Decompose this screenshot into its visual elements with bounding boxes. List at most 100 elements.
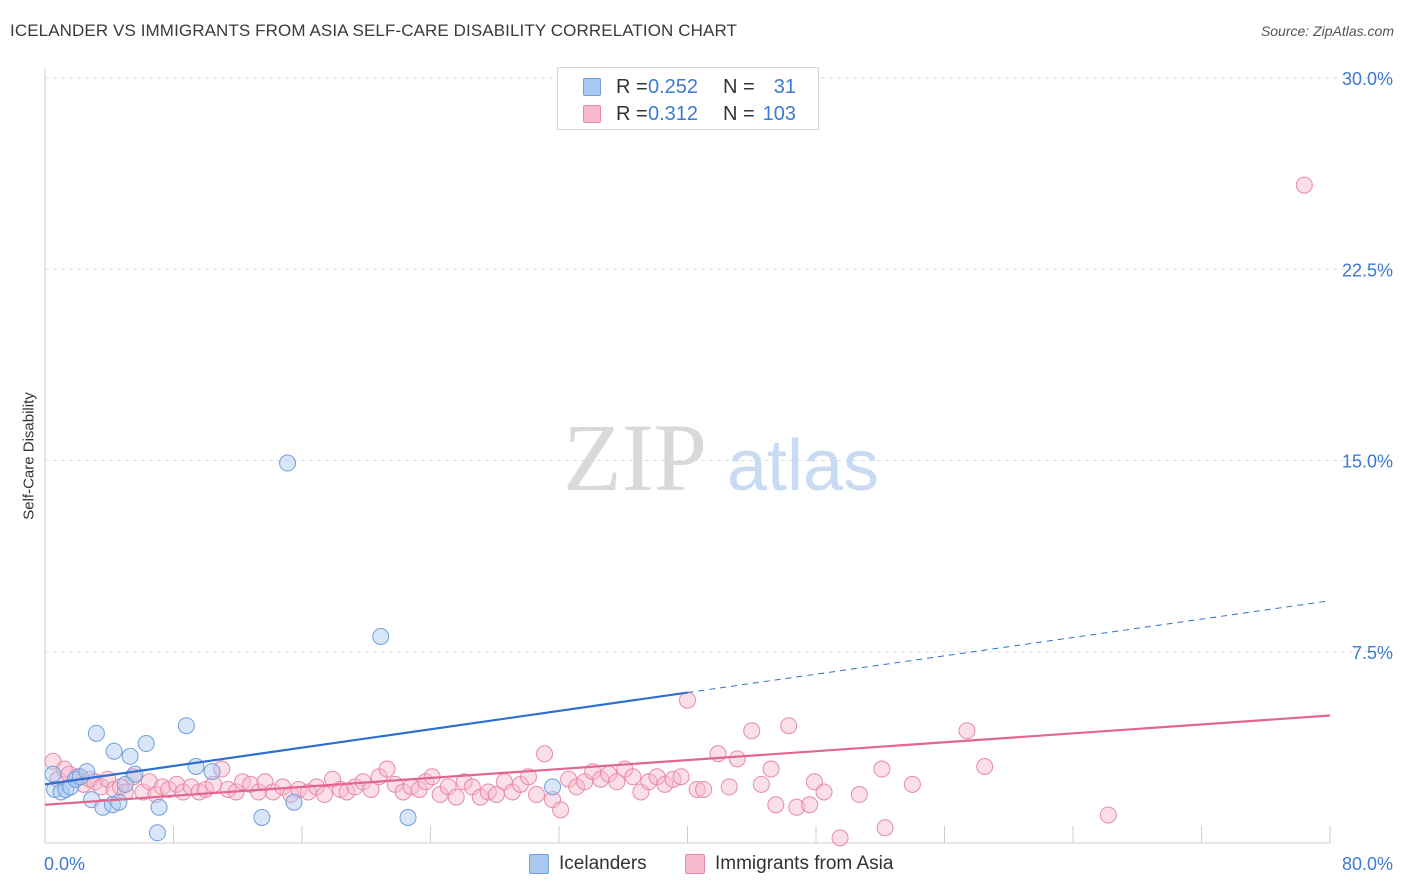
legend: Icelanders Immigrants from Asia (0, 853, 1406, 877)
immigrants-asia-point (536, 745, 554, 763)
immigrants-asia-point (743, 722, 761, 740)
y-tick-label: 7.5% (1352, 643, 1393, 663)
immigrants-asia-point (850, 786, 868, 804)
y-tick-label: 15.0% (1342, 452, 1393, 472)
y-tick-label: 22.5% (1342, 260, 1393, 280)
immigrants-asia-point (958, 722, 976, 740)
immigrants-asia-point (801, 796, 819, 814)
n-value: 31 (773, 76, 796, 98)
source-label: Source: ZipAtlas.com (1260, 23, 1394, 39)
icelanders-point (121, 747, 139, 765)
immigrants-asia-point (568, 778, 586, 796)
icelanders-point (78, 763, 96, 781)
axis-layer (44, 68, 1331, 844)
icelanders-point (148, 824, 166, 842)
icelanders-point (110, 793, 128, 811)
icelanders-point (279, 454, 297, 472)
icelanders-point (137, 735, 155, 753)
watermark: ZIP atlas (563, 404, 879, 511)
immigrants-asia-point (552, 801, 570, 819)
immigrants-asia-point (134, 783, 152, 801)
n-label: N = (723, 76, 755, 98)
tick-labels: 7.5% 15.0% 22.5% 30.0% 0.0% 80.0% (44, 69, 1393, 874)
immigrants-asia-point (378, 760, 396, 778)
stats-box: R = 0.252 N = 31 R = 0.312 N = 103 (557, 67, 819, 130)
immigrants-asia-point (528, 786, 546, 804)
immigrants-asia-point (767, 796, 785, 814)
x-tick-label: 0.0% (44, 854, 85, 874)
icelanders-point (285, 793, 303, 811)
immigrants-asia-point (608, 773, 626, 791)
icelanders-point (203, 763, 221, 781)
immigrants-asia-point (160, 780, 178, 798)
immigrants-asia-point (976, 758, 994, 775)
icelanders-point (177, 717, 195, 735)
stats-swatch-icelanders (583, 78, 601, 96)
immigrants-asia-point (762, 760, 780, 778)
icelanders-point (399, 809, 417, 826)
immigrants-asia-point (656, 775, 674, 793)
immigrants-asia-point (55, 760, 73, 778)
legend-swatch-icelanders (529, 854, 549, 874)
immigrants-asia-point (815, 783, 833, 801)
icelanders-trend (44, 691, 688, 786)
r-value: 0.252 (648, 76, 699, 98)
icelanders-point (87, 724, 105, 742)
chart-title: ICELANDER VS IMMIGRANTS FROM ASIA SELF-C… (10, 21, 738, 40)
r-label: R = (616, 76, 648, 98)
immigrants-asia-point (688, 780, 706, 798)
icelanders-point (126, 765, 144, 783)
immigrants-asia-point (876, 819, 894, 837)
immigrants-asia-point (315, 786, 333, 804)
immigrants-asia-point (903, 775, 921, 793)
icelanders-trend-extension (687, 600, 1331, 694)
immigrants-asia-point (624, 768, 642, 786)
immigrants-asia-point (728, 750, 746, 768)
icelanders-point (52, 783, 70, 801)
watermark-zip: ZIP (563, 404, 707, 511)
immigrants-asia-point (1099, 806, 1117, 824)
immigrants-asia-trend (44, 714, 1331, 806)
y-tick-label: 30.0% (1342, 69, 1393, 89)
icelanders-point (372, 627, 390, 645)
r-value: 0.312 (648, 103, 699, 125)
immigrants-asia-point (873, 760, 891, 778)
stats-swatch-immigrants-asia (583, 105, 601, 123)
immigrants-asia-point (290, 780, 308, 798)
immigrants-asia-point (519, 768, 537, 786)
immigrants-asia-point (1295, 176, 1313, 194)
immigrants-asia-point (111, 778, 129, 796)
icelanders-point (544, 778, 562, 796)
grid-layer (45, 77, 1390, 653)
watermark-atlas: atlas (727, 426, 879, 506)
icelanders-point (253, 809, 271, 826)
icelanders-point (94, 798, 112, 816)
icelanders-point (44, 765, 62, 783)
points-layer (44, 176, 1313, 847)
immigrants-asia-point (455, 773, 473, 791)
icelanders-point (105, 742, 123, 760)
immigrants-asia-point (213, 760, 231, 778)
legend-label: Immigrants from Asia (715, 853, 894, 874)
immigrants-asia-point (831, 829, 849, 847)
immigrants-asia-point (720, 778, 738, 796)
n-label: N = (723, 103, 755, 125)
icelanders-point (150, 798, 168, 816)
immigrants-asia-point (250, 783, 268, 801)
stats-row-icelanders: R = 0.252 N = 31 (558, 76, 818, 100)
immigrants-asia-point (752, 775, 770, 793)
n-value: 103 (762, 103, 796, 125)
immigrants-asia-point (672, 768, 690, 786)
legend-swatch-immigrants-asia (685, 854, 705, 874)
trend-layer (44, 600, 1331, 806)
immigrants-asia-point (679, 691, 696, 709)
r-label: R = (616, 103, 648, 125)
immigrants-asia-point (788, 798, 806, 816)
x-tick-label: 80.0% (1342, 854, 1393, 874)
immigrants-asia-point (780, 717, 798, 735)
immigrants-asia-point (447, 788, 465, 806)
legend-label: Icelanders (559, 853, 647, 874)
immigrants-asia-point (695, 780, 713, 798)
stats-row-immigrants-asia: R = 0.312 N = 103 (558, 103, 818, 127)
